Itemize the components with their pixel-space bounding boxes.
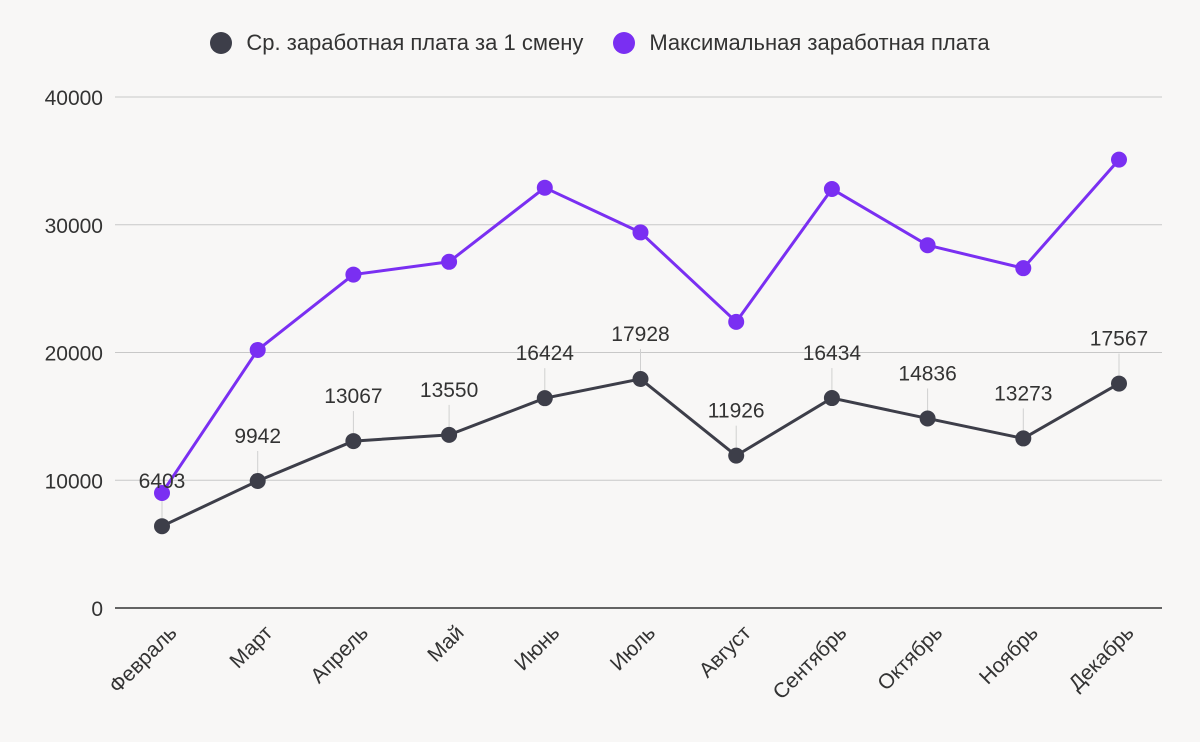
legend-item-avg-wage[interactable]: Ср. заработная плата за 1 смену bbox=[210, 30, 583, 56]
data-point-avg-wage bbox=[919, 410, 936, 427]
data-point-max-wage bbox=[1015, 260, 1032, 277]
data-point-avg-wage bbox=[823, 390, 840, 407]
data-label-avg-wage: 14836 bbox=[898, 362, 956, 385]
y-tick-label: 40000 bbox=[45, 87, 103, 110]
y-tick-label: 0 bbox=[91, 598, 103, 621]
data-point-max-wage bbox=[632, 224, 649, 241]
data-label-avg-wage: 13273 bbox=[994, 382, 1052, 405]
data-point-max-wage bbox=[823, 180, 840, 197]
data-point-avg-wage bbox=[536, 390, 553, 407]
x-tick-label: Октябрь bbox=[873, 621, 947, 695]
data-point-avg-wage bbox=[154, 518, 170, 535]
x-tick-label: Август bbox=[695, 621, 756, 682]
x-tick-label: Март bbox=[225, 621, 277, 673]
x-tick-label: Апрель bbox=[306, 621, 373, 688]
x-tick-label: Декабрь bbox=[1064, 621, 1138, 695]
data-point-max-wage bbox=[441, 253, 458, 270]
data-label-avg-wage: 17567 bbox=[1090, 328, 1148, 351]
data-label-avg-wage: 16434 bbox=[803, 342, 862, 365]
data-point-avg-wage bbox=[249, 472, 266, 489]
x-tick-label: Февраль bbox=[105, 621, 182, 698]
legend-marker-avg-wage-icon bbox=[210, 32, 233, 54]
x-tick-label: Июль bbox=[606, 621, 660, 675]
data-point-avg-wage bbox=[1111, 375, 1127, 392]
x-tick-label: Ноябрь bbox=[975, 621, 1043, 689]
y-tick-label: 10000 bbox=[45, 470, 103, 493]
legend-item-max-wage[interactable]: Максимальная заработная плата bbox=[613, 30, 990, 56]
data-point-max-wage bbox=[728, 313, 745, 330]
y-tick-label: 30000 bbox=[45, 215, 103, 238]
legend-marker-max-wage-icon bbox=[613, 32, 636, 54]
data-point-max-wage bbox=[536, 179, 553, 196]
data-point-avg-wage bbox=[1015, 430, 1032, 447]
x-tick-label: Май bbox=[423, 621, 468, 666]
data-label-avg-wage: 17928 bbox=[611, 323, 669, 346]
data-point-avg-wage bbox=[632, 370, 649, 387]
data-point-max-wage bbox=[249, 341, 266, 358]
data-point-avg-wage bbox=[345, 433, 362, 450]
x-tick-label: Июнь bbox=[510, 621, 564, 675]
data-point-max-wage bbox=[919, 237, 936, 254]
series-line-avg-wage bbox=[161, 377, 1120, 528]
data-label-avg-wage: 13550 bbox=[420, 379, 478, 402]
x-tick-label: Сентябрь bbox=[769, 621, 852, 704]
data-point-max-wage bbox=[154, 485, 170, 502]
legend: Ср. заработная плата за 1 смену Максимал… bbox=[0, 30, 1200, 56]
data-point-max-wage bbox=[1111, 151, 1127, 168]
legend-label-avg-wage: Ср. заработная плата за 1 смену bbox=[246, 30, 584, 55]
legend-label-max-wage: Максимальная заработная плата bbox=[649, 30, 990, 55]
data-label-avg-wage: 6403 bbox=[139, 470, 186, 493]
data-point-avg-wage bbox=[728, 447, 745, 464]
data-label-avg-wage: 13067 bbox=[324, 385, 382, 408]
data-point-avg-wage bbox=[441, 426, 458, 443]
data-point-max-wage bbox=[345, 266, 362, 283]
data-label-avg-wage: 9942 bbox=[234, 425, 281, 448]
data-label-avg-wage: 16424 bbox=[516, 342, 575, 365]
data-label-avg-wage: 11926 bbox=[708, 400, 765, 423]
y-tick-label: 20000 bbox=[45, 343, 103, 366]
